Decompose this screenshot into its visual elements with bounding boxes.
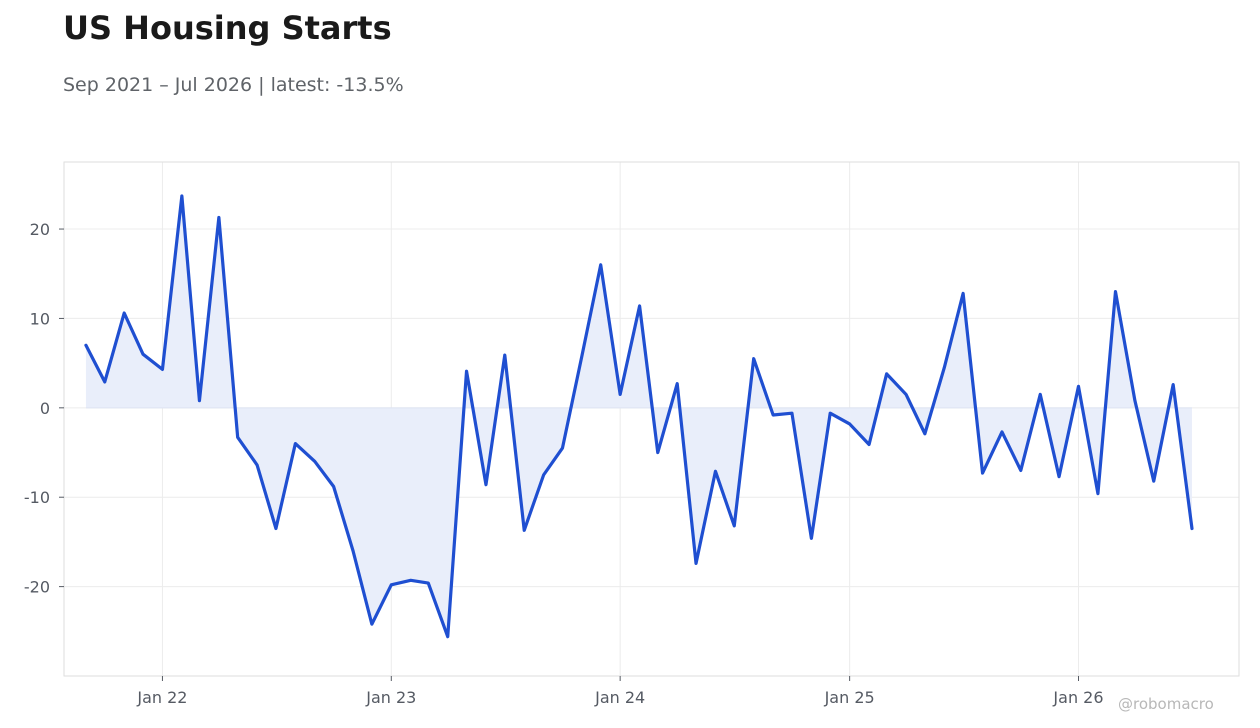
plot-border: [63, 161, 1240, 677]
chart-subtitle: Sep 2021 – Jul 2026 | latest: -13.5%: [63, 74, 404, 96]
area-fill: [85, 195, 1192, 637]
y-tick-label: 10: [30, 309, 50, 328]
x-tick-label: Jan 25: [824, 688, 875, 707]
x-axis: Jan 22 Jan 23 Jan 24 Jan 25 Jan 26: [136, 676, 1104, 707]
x-tick-label: Jan 26: [1052, 688, 1103, 707]
x-tick-label: Jan 24: [594, 688, 645, 707]
area-fill-layer: [85, 195, 1192, 637]
series-line: [84, 194, 1194, 639]
y-tick-label: -10: [24, 488, 50, 507]
series-line-layer: [84, 194, 1194, 639]
y-axis: -20 -10 0 10 20: [24, 220, 64, 597]
x-tick-label: Jan 22: [136, 688, 187, 707]
plot-frame: [63, 161, 1240, 677]
watermark: @robomacro: [1118, 695, 1214, 713]
y-tick-label: 20: [30, 220, 50, 239]
chart-title: US Housing Starts: [63, 9, 392, 47]
x-tick-label: Jan 23: [365, 688, 416, 707]
y-tick-label: -20: [24, 578, 50, 597]
y-tick-label: 0: [40, 399, 50, 418]
